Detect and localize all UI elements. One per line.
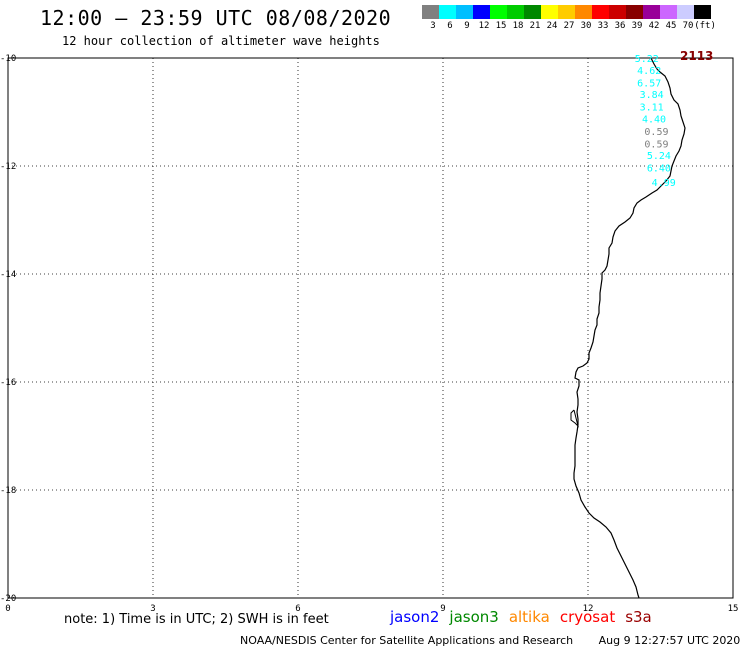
y-tick-label: -10 [0,54,16,64]
wave-height-value: 4.99 [652,178,676,189]
colorbar-swatch [456,5,473,19]
colorbar-swatch [541,5,558,19]
map-title: 12:00 – 23:59 UTC 08/08/2020 [40,6,392,30]
wave-height-value: 6.57 [637,78,661,89]
y-tick-label: -18 [0,486,16,496]
colorbar-swatch [643,5,660,19]
map-frame [7,57,734,599]
satellite-altika: altika [508,608,550,626]
wave-height-colorbar [422,5,711,19]
colorbar-label: 27 [563,21,575,31]
x-tick-label: 0 [5,604,10,614]
coastline [573,57,686,599]
colorbar-label: 70 [682,21,694,31]
satellite-jason2: jason2 [390,608,440,626]
colorbar-label: 18 [512,21,524,31]
wave-height-value: 3.11 [640,103,664,114]
colorbar-label: 39 [631,21,643,31]
wave-height-value: 5.24 [647,151,671,162]
colorbar-label: 45 [665,21,677,31]
colorbar-label: 24 [546,21,558,31]
y-tick-label: -16 [0,378,16,388]
colorbar-label: 15 [495,21,507,31]
y-tick-label: -12 [0,162,16,172]
x-tick-label: 12 [583,604,594,614]
satellite-cryosat: cryosat [559,608,616,626]
colorbar-swatch [507,5,524,19]
y-tick-label: -14 [0,270,16,280]
colorbar-label: 30 [580,21,592,31]
footer-timestamp: Aug 9 12:27:57 UTC 2020 [598,634,740,647]
satellite-legend: jason2 jason3 altika cryosat s3a [390,608,662,626]
colorbar-swatch [473,5,490,19]
footer-credit: NOAA/NESDIS Center for Satellite Applica… [240,634,574,647]
colorbar-labels: 3 6 9 12 15 18 21 24 27 30 33 36 39 42 45 70 (ft) [422,21,740,35]
colorbar-swatch [575,5,592,19]
colorbar-label: 21 [529,21,541,31]
satellite-jason3: jason3 [449,608,499,626]
lagoon-outline [570,409,579,428]
wave-height-labels: 5.224.626.573.843.114.400.590.595.246.40… [635,54,676,189]
colorbar-swatch [677,5,694,19]
wave-height-value: 0.59 [644,127,668,138]
wave-height-value: 5.22 [635,54,659,65]
wave-height-value: 6.40 [647,164,671,175]
map-subtitle: 12 hour collection of altimeter wave hei… [62,34,380,48]
colorbar-label: 12 [478,21,490,31]
colorbar-swatch [660,5,677,19]
colorbar-swatch [609,5,626,19]
wave-height-value: 0.59 [644,139,668,150]
note-text: note: 1) Time is in UTC; 2) SWH is in fe… [64,612,329,627]
wave-height-value: 4.62 [637,66,661,77]
colorbar-label: (ft) [694,21,716,31]
x-tick-label: 3 [150,604,155,614]
x-tick-label: 9 [440,604,445,614]
colorbar-swatch [490,5,507,19]
satellite-s3a: s3a [625,608,652,626]
footer: NOAA/NESDIS Center for Satellite Applica… [240,634,740,647]
x-tick-label: 15 [728,604,739,614]
axis-ticks: 0 3 6 9 12 15 -10 -12 -14 -16 -18 -20 [0,54,738,614]
colorbar-label: 9 [464,21,470,31]
colorbar-swatch [694,5,711,19]
pass-id-label: 2113 [680,49,713,63]
colorbar-swatch [439,5,456,19]
colorbar-swatch [626,5,643,19]
x-tick-label: 6 [295,604,300,614]
colorbar-swatch [524,5,541,19]
colorbar-label: 3 [430,21,436,31]
colorbar-swatch [422,5,439,19]
colorbar-swatch [558,5,575,19]
wave-height-value: 3.84 [640,90,664,101]
colorbar-swatch [592,5,609,19]
y-tick-label: -20 [0,594,16,604]
wave-height-value: 4.40 [642,114,666,125]
colorbar-label: 6 [447,21,453,31]
colorbar-label: 33 [597,21,609,31]
colorbar-label: 42 [648,21,660,31]
map-grid [8,58,733,598]
colorbar-label: 36 [614,21,626,31]
